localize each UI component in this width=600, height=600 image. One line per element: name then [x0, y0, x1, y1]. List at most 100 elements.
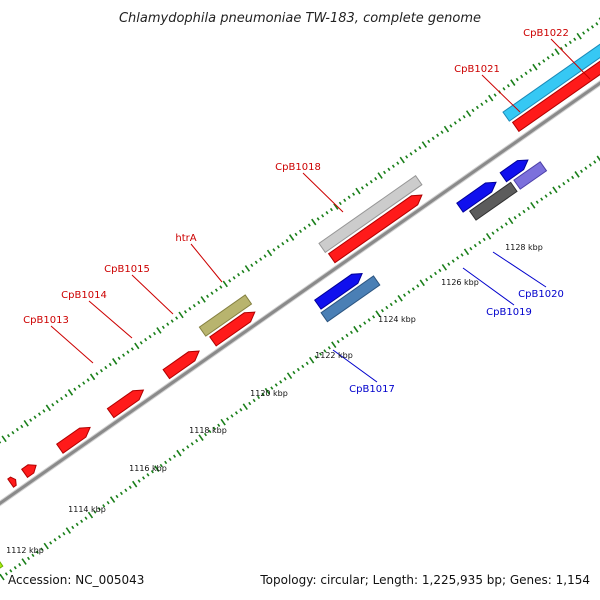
- lower-tick: [13, 566, 17, 570]
- upper-tick: [449, 124, 453, 128]
- upper-tick: [20, 424, 24, 429]
- upper-tick: [475, 105, 479, 110]
- leader-line-cpb1018: [302, 172, 344, 213]
- upper-tick: [0, 440, 2, 444]
- scale-labels: 1112 kbp 1114 kbp 1116 kbp 1118 kbp 1120 kbp…: [6, 243, 543, 555]
- upper-tick: [166, 322, 170, 326]
- upper-tick: [528, 68, 533, 72]
- lower-tick: [274, 383, 278, 387]
- upper-tick: [551, 53, 555, 57]
- upper-tick: [288, 234, 295, 241]
- lower-tick: [425, 277, 429, 282]
- upper-tick: [60, 396, 64, 401]
- lower-tick: [345, 333, 349, 338]
- lower-tick: [239, 408, 243, 412]
- upper-tick: [427, 139, 431, 144]
- lower-tick: [198, 434, 204, 441]
- lower-tick: [363, 321, 367, 325]
- lower-tick: [109, 496, 116, 503]
- upper-tick: [329, 207, 333, 212]
- leader-line-cpb1022: [550, 38, 591, 80]
- scale-label: 1116 kbp: [129, 464, 167, 473]
- lower-tick: [456, 256, 460, 260]
- upper-tick: [298, 229, 302, 233]
- lower-tick: [217, 423, 221, 427]
- lower-tick: [463, 248, 470, 256]
- gene-arrow: [456, 181, 497, 213]
- lower-tick: [57, 535, 62, 539]
- lower-tick: [394, 299, 398, 304]
- lower-tick: [137, 479, 141, 483]
- upper-tick: [77, 384, 81, 388]
- upper-tick: [542, 59, 546, 63]
- lower-tick: [150, 470, 154, 474]
- lower-tick: [283, 377, 287, 381]
- lower-tick: [181, 448, 185, 452]
- upper-tick: [510, 79, 516, 86]
- scale-label: 1112 kbp: [6, 546, 44, 555]
- lower-tick: [397, 294, 403, 302]
- gene-arrow: [106, 389, 145, 419]
- gene-arrow: [511, 60, 600, 133]
- lower-tick: [566, 178, 570, 183]
- lower-tick: [264, 387, 271, 395]
- upper-tick: [192, 303, 196, 308]
- upper-tick: [316, 217, 320, 221]
- gene-box: [318, 175, 423, 254]
- leader-line-cpb1015: [131, 274, 174, 315]
- lower-tick: [504, 222, 508, 226]
- upper-tick: [352, 192, 356, 196]
- upper-tick: [493, 93, 497, 97]
- lower-tick: [159, 463, 163, 468]
- upper-tick: [325, 211, 329, 215]
- lower-tick: [526, 206, 530, 211]
- lower-tick: [508, 217, 514, 225]
- upper-tick: [200, 296, 206, 303]
- scale-label: 1128 kbp: [505, 243, 543, 252]
- lower-tick: [331, 341, 337, 349]
- upper-tick: [307, 223, 311, 227]
- lower-tick: [252, 398, 256, 403]
- upper-tick: [272, 248, 276, 252]
- lower-tick: [518, 212, 522, 217]
- upper-tick: [1, 435, 7, 443]
- gene-label-cpb1019: CpB1019: [486, 307, 532, 318]
- lower-tick: [65, 527, 72, 534]
- upper-tick: [108, 362, 112, 367]
- upper-tick: [409, 152, 413, 156]
- lower-tick: [305, 361, 309, 366]
- upper-tick: [73, 387, 77, 391]
- lower-tick: [433, 271, 438, 276]
- lower-tick: [513, 216, 517, 220]
- gene-features: [0, 43, 600, 569]
- upper-tick: [241, 269, 245, 274]
- upper-tick: [347, 195, 351, 199]
- lower-tick: [168, 457, 172, 462]
- gene-label-cpb1014: CpB1014: [61, 290, 107, 301]
- lower-tick: [353, 325, 359, 333]
- upper-tick: [45, 404, 51, 412]
- upper-tick: [443, 125, 450, 133]
- lower-tick: [314, 355, 318, 359]
- lower-tick: [87, 511, 94, 519]
- lower-tick: [296, 367, 300, 372]
- gene-box: [469, 181, 518, 221]
- lower-tick: [367, 318, 371, 322]
- lower-tick: [4, 572, 8, 576]
- upper-tick: [488, 94, 494, 102]
- lower-tick: [411, 287, 415, 291]
- gene-arrow: [7, 476, 17, 488]
- upper-tick: [453, 121, 457, 125]
- lower-tick: [40, 547, 44, 551]
- lower-tick: [21, 558, 27, 565]
- lower-tick: [407, 290, 411, 294]
- upper-tick: [355, 187, 361, 195]
- upper-tick: [387, 167, 391, 172]
- lower-tick: [84, 516, 88, 520]
- lower-tick: [0, 573, 5, 581]
- upper-tick: [276, 245, 280, 249]
- upper-tick: [396, 161, 400, 165]
- lower-tick: [190, 442, 194, 446]
- upper-tick: [178, 311, 184, 319]
